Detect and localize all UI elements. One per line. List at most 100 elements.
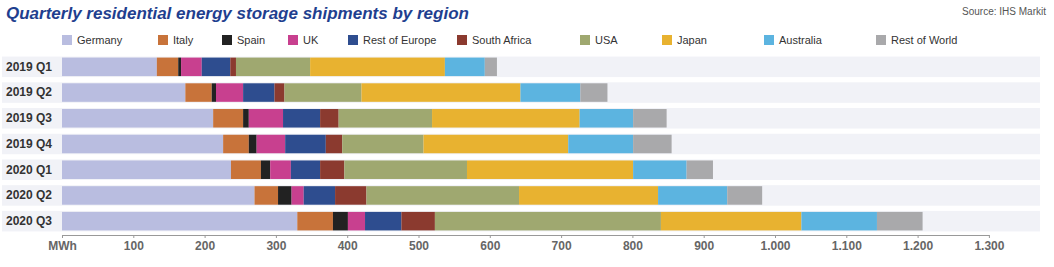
legend-swatch: [876, 35, 886, 45]
y-tick: 2019 Q3: [6, 111, 58, 125]
x-tick-label: 300: [266, 239, 286, 253]
bar: [310, 58, 445, 77]
bar: [342, 135, 423, 154]
legend-swatch: [222, 35, 232, 45]
x-tick: 800: [623, 235, 643, 253]
series: [445, 58, 877, 231]
x-tick-label: 1.100: [832, 239, 862, 253]
x-tick-label: MWh: [48, 239, 77, 253]
bar: [658, 186, 727, 205]
legend-item: Australia: [764, 34, 823, 46]
row-background: [2, 108, 1040, 129]
legend-item: UK: [288, 34, 319, 46]
bar: [62, 186, 255, 205]
legend-label: Rest of Europe: [363, 34, 436, 46]
x-tick: 1.000: [760, 235, 790, 253]
legend-swatch: [457, 35, 467, 45]
y-tick-label: 2019 Q3: [6, 111, 52, 125]
bar: [230, 58, 236, 77]
bar: [255, 186, 279, 205]
series: [62, 58, 297, 231]
x-tick: 1.300: [974, 235, 1004, 253]
y-tick: 2020 Q1: [6, 163, 58, 177]
y-tick-label: 2019 Q4: [6, 137, 52, 151]
y-tick: 2019 Q2: [6, 85, 58, 99]
bar: [361, 83, 520, 102]
bar: [202, 58, 231, 77]
bar: [339, 109, 432, 128]
bar: [580, 109, 633, 128]
row-background: [2, 185, 1040, 206]
bar: [216, 83, 243, 102]
x-tick-label: 1.200: [903, 239, 933, 253]
bar: [212, 83, 216, 102]
legend-label: South Africa: [472, 34, 532, 46]
x-tick: 200: [195, 235, 215, 253]
legend-item: South Africa: [457, 34, 532, 46]
x-tick: 300: [266, 235, 286, 253]
y-tick-label: 2019 Q2: [6, 85, 52, 99]
legend-label: Italy: [173, 34, 194, 46]
bar: [284, 83, 361, 102]
legend-swatch: [348, 35, 358, 45]
legend-item: Germany: [62, 34, 123, 46]
bar: [445, 58, 485, 77]
x-tick: 500: [409, 235, 429, 253]
x-axis: MWh1002003004005006007008009001.0001.100…: [48, 235, 1005, 253]
x-tick-label: 200: [195, 239, 215, 253]
bar: [62, 135, 223, 154]
bar: [257, 135, 286, 154]
x-tick: 600: [480, 235, 500, 253]
x-tick-label: 700: [552, 239, 572, 253]
bar: [333, 212, 348, 231]
bar: [423, 135, 568, 154]
bar: [435, 212, 661, 231]
bar: [270, 160, 291, 179]
bars: [62, 58, 923, 231]
bar: [297, 212, 333, 231]
legend-swatch: [288, 35, 298, 45]
bar: [278, 186, 292, 205]
bar: [801, 212, 877, 231]
bar: [727, 186, 762, 205]
y-tick: 2019 Q1: [6, 60, 58, 74]
x-tick: MWh: [48, 235, 77, 253]
bar: [348, 212, 365, 231]
row-background: [2, 57, 1040, 78]
bar: [485, 58, 497, 77]
bar: [62, 109, 213, 128]
bar: [285, 135, 326, 154]
bar: [243, 109, 249, 128]
bar: [231, 160, 261, 179]
x-tick-label: 1.300: [974, 239, 1004, 253]
bar: [283, 109, 320, 128]
y-tick: 2020 Q3: [6, 214, 58, 228]
x-tick: 1.200: [903, 235, 933, 253]
bar: [401, 212, 435, 231]
row-background: [2, 134, 1040, 155]
bar: [687, 160, 713, 179]
y-axis: 2019 Q1 2019 Q2 2019 Q3 2019 Q4 2020 Q1 2020 …: [6, 60, 58, 228]
series: [236, 58, 661, 231]
bar: [326, 135, 342, 154]
x-tick: 400: [338, 235, 358, 253]
legend-item: Japan: [662, 34, 707, 46]
legend-swatch: [158, 35, 168, 45]
x-tick-label: 800: [623, 239, 643, 253]
bar: [320, 160, 344, 179]
bar: [519, 186, 658, 205]
x-tick-label: 500: [409, 239, 429, 253]
legend-label: Australia: [779, 34, 823, 46]
bar: [467, 160, 633, 179]
bar: [344, 160, 467, 179]
x-tick: 700: [552, 235, 572, 253]
bar: [62, 160, 231, 179]
legend-swatch: [764, 35, 774, 45]
series: [310, 58, 801, 231]
row-background: [2, 82, 1040, 103]
bar: [335, 186, 366, 205]
y-tick-label: 2019 Q1: [6, 60, 52, 74]
bar: [520, 83, 580, 102]
chart: Quarterly residential energy storage shi…: [0, 0, 1054, 267]
bar: [320, 109, 339, 128]
